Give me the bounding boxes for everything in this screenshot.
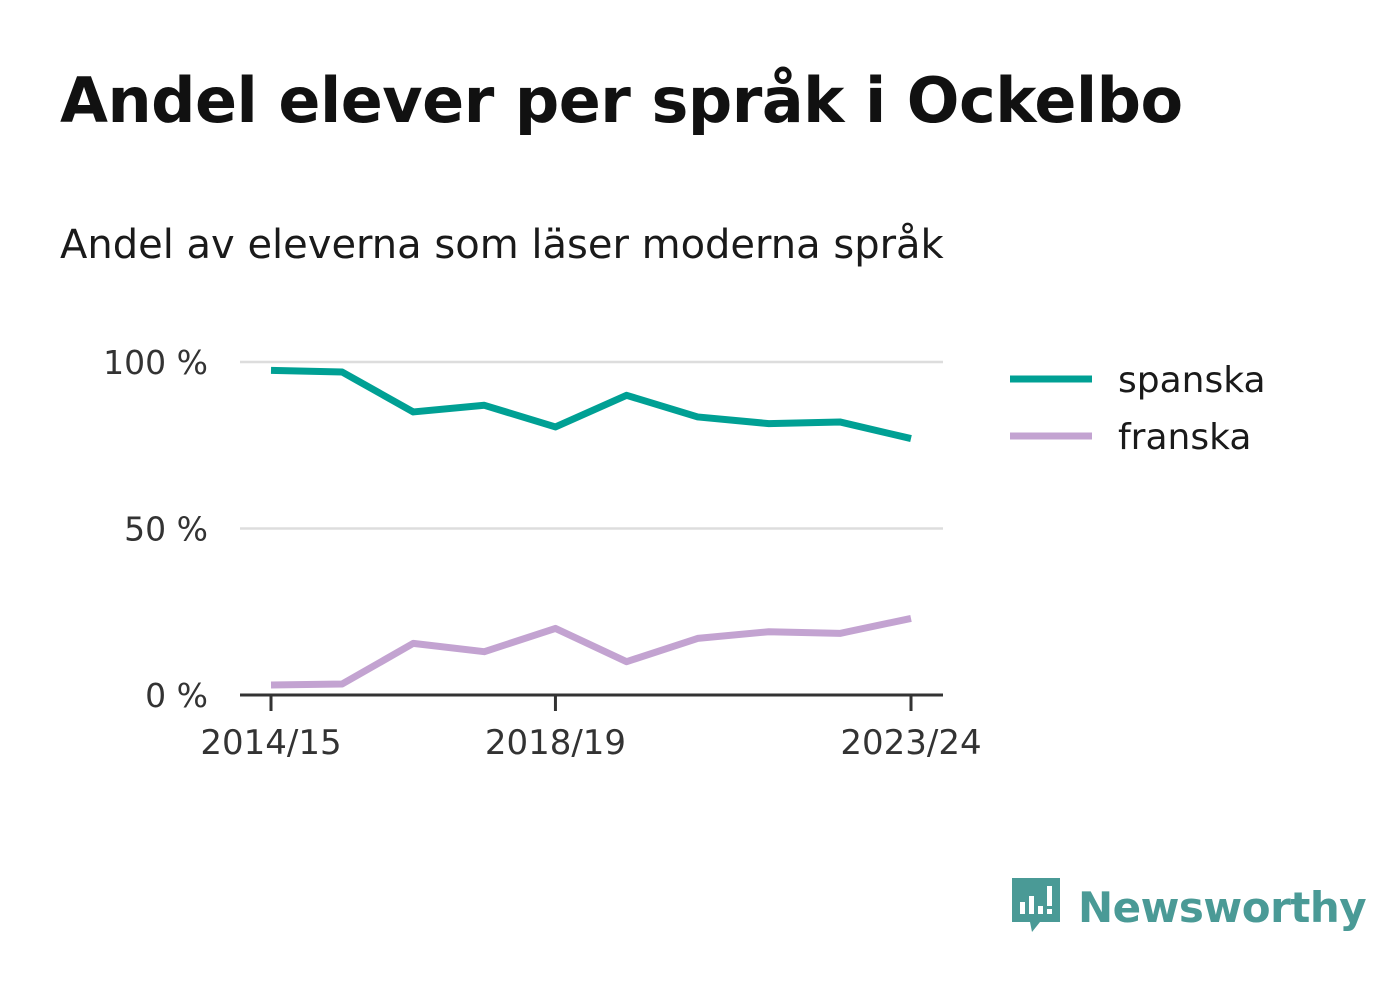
chart-subtitle: Andel av eleverna som läser moderna språ… bbox=[60, 222, 944, 268]
chart-title: Andel elever per språk i Ockelbo bbox=[60, 64, 1183, 137]
y-tick-label: 0 % bbox=[145, 676, 208, 715]
legend-label-spanska: spanska bbox=[1118, 360, 1266, 401]
x-tick-label: 2014/15 bbox=[200, 723, 341, 763]
grid-layer bbox=[240, 360, 943, 530]
newsworthy-icon bbox=[1012, 878, 1060, 932]
axis-layer: 0 % 50 % 100 % 2014/15 2018/19 2023/24 bbox=[103, 343, 981, 763]
legend: spanska franska bbox=[1010, 360, 1266, 458]
x-tick-label: 2018/19 bbox=[485, 723, 626, 763]
series-line-spanska bbox=[270, 366, 912, 442]
series-line-franska bbox=[270, 614, 912, 689]
series-layer bbox=[270, 366, 912, 689]
y-tick-label: 100 % bbox=[103, 343, 208, 382]
y-tick-label: 50 % bbox=[124, 510, 208, 549]
x-tick-label: 2023/24 bbox=[840, 723, 981, 763]
brand-name: Newsworthy bbox=[1078, 882, 1367, 932]
newsworthy-logo: Newsworthy bbox=[1010, 876, 1367, 938]
legend-label-franska: franska bbox=[1118, 417, 1251, 458]
